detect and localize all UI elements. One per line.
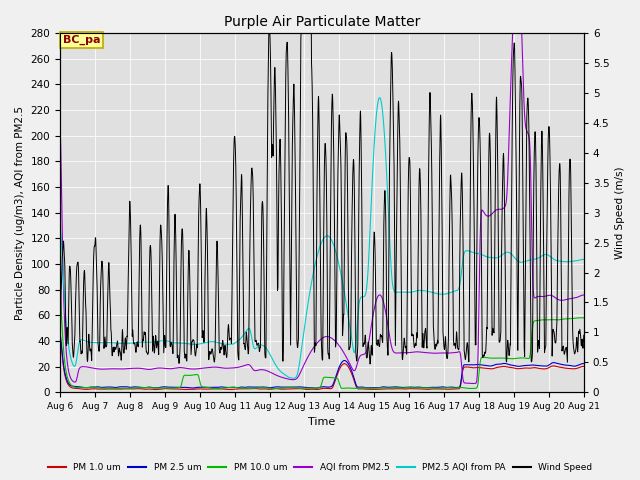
AQI from PM2.5 [509,30,516,36]
Y-axis label: Wind Speed (m/s): Wind Speed (m/s) [615,167,625,259]
Legend: PM 1.0 um, PM 2.5 um, PM 10.0 um, AQI from PM2.5, PM2.5 AQI from PA, Wind Speed: PM 1.0 um, PM 2.5 um, PM 10.0 um, AQI fr… [44,459,596,476]
Title: Purple Air Particulate Matter: Purple Air Particulate Matter [224,15,420,29]
PM2.5 AQI from PA [580,256,588,262]
Wind Speed [128,321,136,326]
PM 2.5 um [294,384,302,390]
AQI from PM2.5 [294,374,301,380]
Line: PM2.5 AQI from PA: PM2.5 AQI from PA [60,97,584,378]
Line: PM 10.0 um: PM 10.0 um [60,297,584,389]
Text: BC_pa: BC_pa [63,35,100,46]
PM 1.0 um [225,386,233,392]
PM2.5 AQI from PA [500,251,508,256]
PM2.5 AQI from PA [114,340,122,346]
AQI from PM2.5 [70,379,78,385]
PM 1.0 um [128,386,136,392]
PM 1.0 um [500,363,508,369]
Wind Speed [580,332,588,338]
PM 10.0 um [212,386,220,392]
PM 10.0 um [294,385,302,391]
AQI from PM2.5 [580,292,588,298]
PM 10.0 um [114,385,122,391]
Wind Speed [366,361,374,367]
Wind Speed [500,173,508,179]
AQI from PM2.5 [114,366,122,372]
Line: AQI from PM2.5: AQI from PM2.5 [60,33,584,384]
PM 2.5 um [500,360,508,366]
Line: PM 2.5 um: PM 2.5 um [60,335,584,388]
PM 10.0 um [128,385,136,391]
X-axis label: Time: Time [308,417,335,427]
PM 1.0 um [56,336,64,341]
PM 10.0 um [70,384,78,390]
AQI from PM2.5 [500,205,508,211]
Wind Speed [70,338,78,344]
PM2.5 AQI from PA [376,95,383,100]
PM 2.5 um [580,360,588,366]
PM 1.0 um [70,385,78,391]
PM 2.5 um [114,384,122,390]
PM 10.0 um [500,355,508,361]
Wind Speed [265,30,273,36]
PM 2.5 um [97,384,104,390]
Wind Speed [97,291,104,297]
PM2.5 AQI from PA [128,340,136,346]
AQI from PM2.5 [97,366,104,372]
PM2.5 AQI from PA [56,225,64,231]
PM 1.0 um [580,363,588,369]
PM2.5 AQI from PA [70,363,78,369]
PM 1.0 um [294,386,302,392]
PM 10.0 um [97,385,104,391]
PM 2.5 um [70,384,78,389]
PM2.5 AQI from PA [290,375,298,381]
AQI from PM2.5 [470,381,478,386]
PM 2.5 um [189,385,196,391]
PM 2.5 um [56,332,64,337]
PM 10.0 um [56,294,64,300]
PM 1.0 um [97,386,104,392]
Line: PM 1.0 um: PM 1.0 um [60,338,584,389]
Line: Wind Speed: Wind Speed [60,33,584,364]
Wind Speed [56,355,64,361]
PM2.5 AQI from PA [294,369,302,374]
AQI from PM2.5 [128,365,136,371]
PM 2.5 um [128,384,136,390]
Wind Speed [114,338,122,344]
PM 10.0 um [580,315,588,321]
Y-axis label: Particle Density (ug/m3), AQI from PM2.5: Particle Density (ug/m3), AQI from PM2.5 [15,106,25,320]
AQI from PM2.5 [56,126,64,132]
Wind Speed [294,341,302,347]
PM 1.0 um [114,386,122,392]
PM2.5 AQI from PA [97,340,104,346]
